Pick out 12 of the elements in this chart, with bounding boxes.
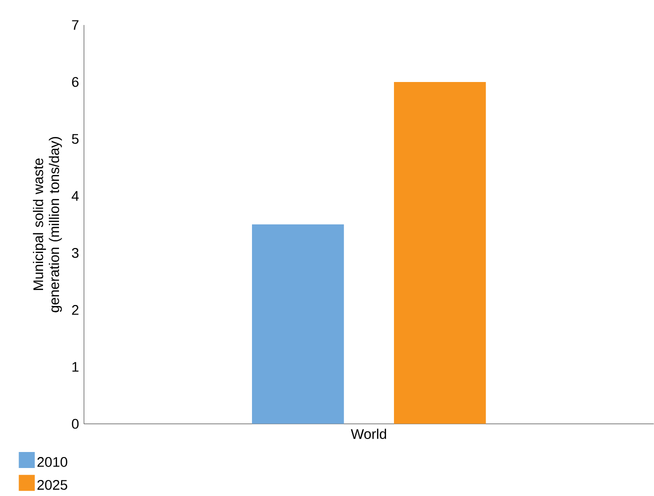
y-axis-title: Municipal solid waste generation (million tons/day) (32, 137, 62, 312)
y-tick-label: 4 (72, 191, 79, 201)
y-tick-label: 7 (72, 20, 78, 30)
y-tick-label: 0 (72, 419, 79, 429)
y-tick-label: 2 (72, 305, 78, 315)
y-tick-label: 3 (72, 248, 79, 258)
legend-label: 2010 (37, 457, 68, 468)
y-tick-label: 1 (72, 362, 78, 372)
x-tick-label: World (350, 428, 386, 440)
y-tick-label: 6 (72, 77, 79, 88)
legend-label: 2025 (37, 480, 68, 490)
y-tick-label: 5 (72, 134, 79, 144)
